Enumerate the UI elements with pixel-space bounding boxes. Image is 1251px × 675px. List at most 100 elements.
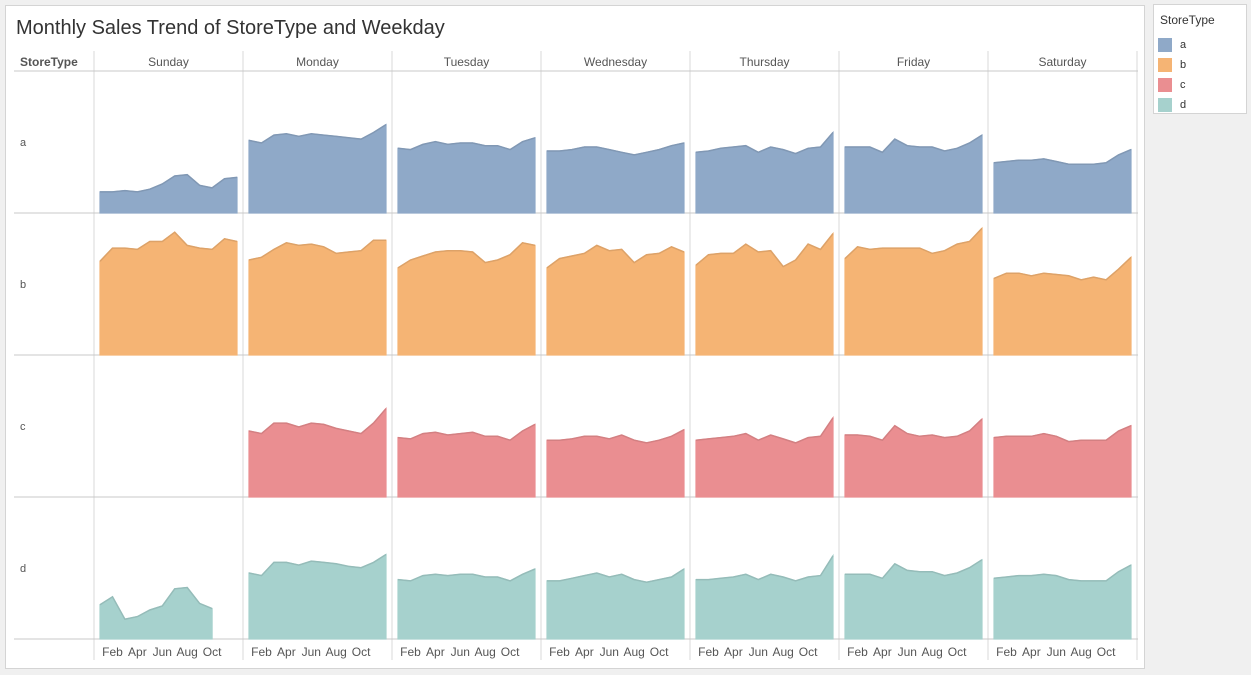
x-tick-label: Feb [251, 645, 272, 659]
column-header-saturday: Saturday [1038, 55, 1086, 69]
legend-swatch-d [1158, 98, 1172, 112]
row-header-label: StoreType [20, 55, 78, 69]
row-label-d: d [20, 563, 26, 575]
x-tick-label: Oct [501, 645, 520, 659]
x-tick-label: Oct [203, 645, 222, 659]
x-tick-label: Aug [773, 645, 794, 659]
legend-label-d: d [1180, 99, 1187, 111]
x-tick-label: Apr [426, 645, 445, 659]
line-a-wednesday [547, 142, 685, 156]
row-label-a: a [20, 137, 27, 149]
x-tick-label: Apr [724, 645, 743, 659]
area-b-tuesday [397, 242, 536, 356]
column-header-tuesday: Tuesday [444, 55, 490, 69]
area-a-thursday [695, 130, 834, 214]
area-b-friday [844, 226, 983, 356]
line-d-wednesday [547, 568, 685, 583]
line-a-thursday [695, 132, 834, 155]
area-c-friday [844, 417, 983, 498]
legend-title: StoreType [1160, 13, 1215, 27]
legend-label-b: b [1180, 59, 1187, 71]
line-d-tuesday [397, 568, 536, 582]
line-a-sunday [100, 173, 238, 193]
row-label-b: b [20, 279, 26, 291]
line-b-monday [248, 239, 386, 261]
x-tick-label: Aug [922, 645, 943, 659]
line-a-friday [845, 134, 983, 154]
line-c-saturday [993, 425, 1132, 443]
x-tick-label: Oct [650, 645, 669, 659]
line-b-wednesday [546, 244, 685, 269]
column-header-sunday: Sunday [148, 55, 189, 69]
x-tick-label: Aug [475, 645, 496, 659]
line-b-sunday [99, 231, 238, 262]
x-tick-label: Apr [277, 645, 296, 659]
x-tick-label: Feb [847, 645, 868, 659]
row-label-c: c [20, 421, 26, 433]
x-tick-label: Apr [128, 645, 147, 659]
column-header-monday: Monday [296, 55, 339, 69]
legend-swatch-c [1158, 78, 1172, 92]
legend-label-a: a [1180, 39, 1187, 51]
x-tick-label: Aug [1071, 645, 1092, 659]
area-b-monday [248, 239, 387, 356]
area-b-wednesday [546, 244, 685, 356]
area-a-saturday [993, 148, 1132, 214]
line-c-wednesday [547, 429, 685, 444]
area-d-sunday [99, 586, 213, 640]
x-tick-label: Feb [549, 645, 570, 659]
line-b-thursday [695, 233, 834, 268]
x-tick-label: Jun [153, 645, 172, 659]
x-tick-label: Aug [177, 645, 198, 659]
line-b-friday [844, 227, 983, 260]
legend[interactable]: StoreType a b c d [1153, 4, 1247, 114]
area-c-thursday [695, 415, 834, 498]
line-c-monday [248, 408, 387, 435]
x-tick-label: Feb [102, 645, 123, 659]
x-tick-label: Aug [624, 645, 645, 659]
line-c-friday [845, 418, 983, 442]
legend-swatch-a [1158, 38, 1172, 52]
column-header-wednesday: Wednesday [584, 55, 647, 69]
x-tick-label: Oct [1097, 645, 1116, 659]
x-tick-label: Apr [1022, 645, 1041, 659]
line-d-sunday [99, 586, 213, 621]
line-a-saturday [993, 148, 1132, 165]
x-tick-label: Apr [575, 645, 594, 659]
x-tick-label: Oct [948, 645, 967, 659]
line-a-monday [248, 123, 387, 144]
x-tick-label: Feb [400, 645, 421, 659]
line-c-tuesday [397, 423, 536, 442]
x-tick-label: Jun [302, 645, 321, 659]
chart-title: Monthly Sales Trend of StoreType and Wee… [16, 17, 445, 39]
legend-label-c: c [1180, 79, 1186, 91]
line-d-thursday [696, 555, 834, 582]
area-b-sunday [99, 231, 238, 356]
area-a-tuesday [397, 136, 536, 214]
line-d-saturday [993, 564, 1132, 582]
x-tick-label: Jun [600, 645, 619, 659]
x-tick-label: Jun [451, 645, 470, 659]
x-tick-label: Oct [352, 645, 371, 659]
line-b-tuesday [397, 241, 536, 269]
area-d-thursday [695, 553, 834, 640]
area-d-tuesday [397, 568, 536, 640]
area-c-monday [248, 406, 387, 498]
x-tick-label: Jun [1047, 645, 1066, 659]
line-c-thursday [695, 417, 834, 444]
column-header-friday: Friday [897, 55, 930, 69]
x-tick-label: Jun [898, 645, 917, 659]
line-a-tuesday [397, 137, 536, 151]
line-d-monday [248, 553, 387, 577]
x-tick-label: Feb [996, 645, 1017, 659]
line-d-friday [845, 559, 983, 580]
x-tick-label: Feb [698, 645, 719, 659]
area-b-saturday [993, 255, 1132, 356]
line-b-saturday [993, 256, 1132, 281]
column-header-thursday: Thursday [739, 55, 789, 69]
area-a-wednesday [546, 142, 685, 214]
x-tick-label: Apr [873, 645, 892, 659]
x-tick-label: Aug [326, 645, 347, 659]
legend-swatch-b [1158, 58, 1172, 72]
